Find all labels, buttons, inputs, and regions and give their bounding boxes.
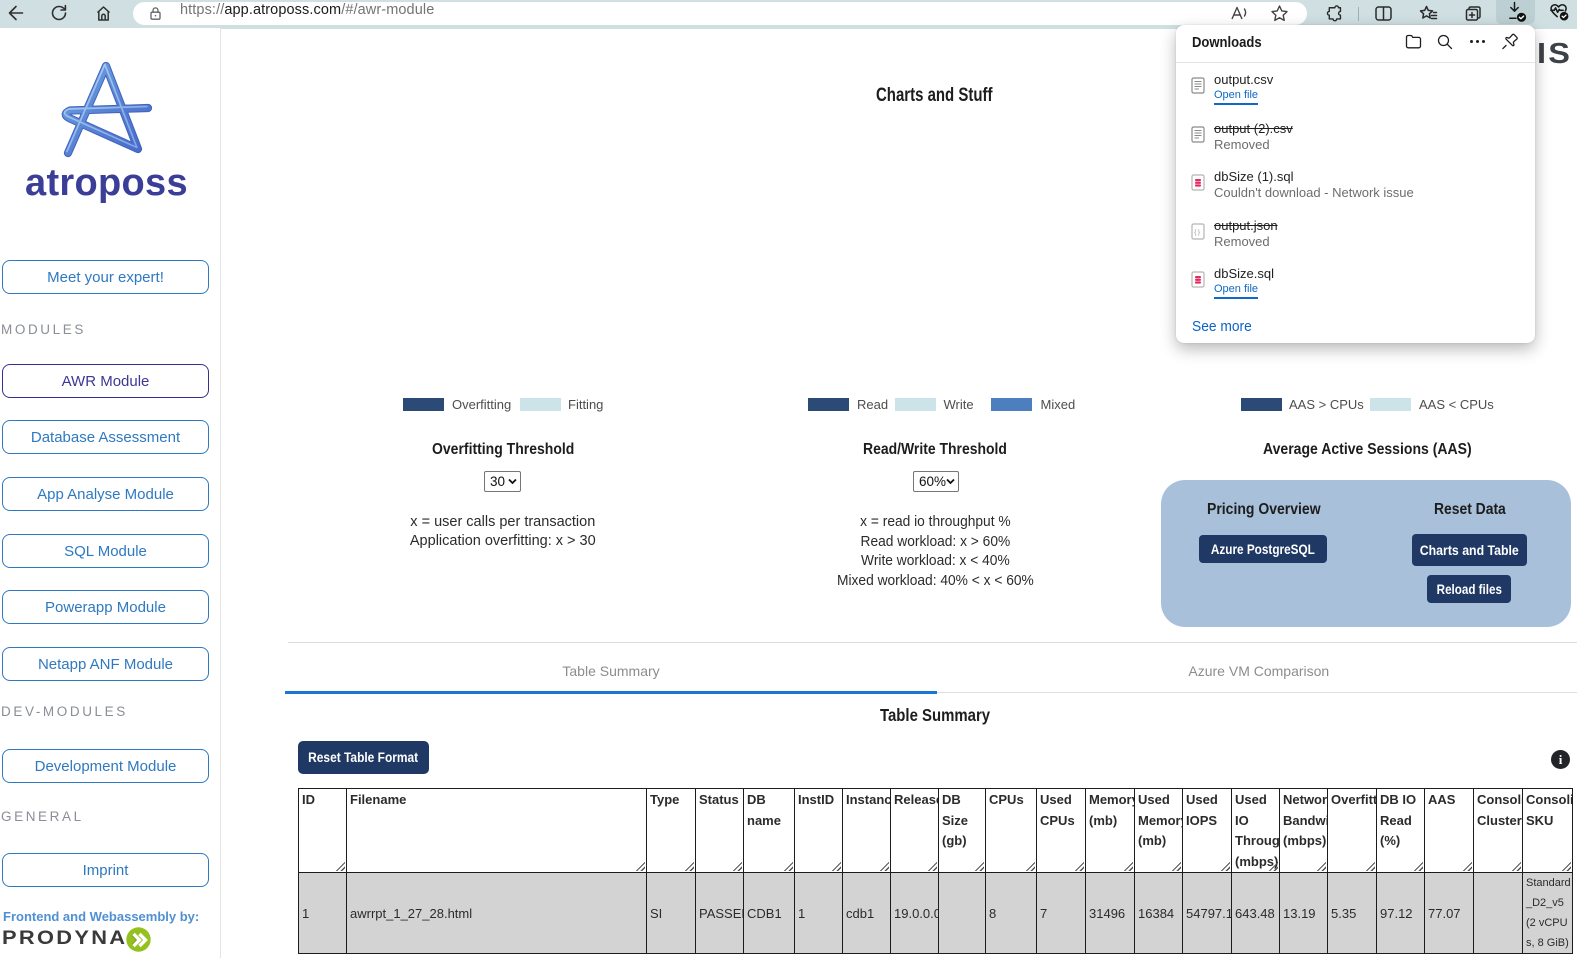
svg-text:{ }: { }	[1194, 230, 1200, 236]
